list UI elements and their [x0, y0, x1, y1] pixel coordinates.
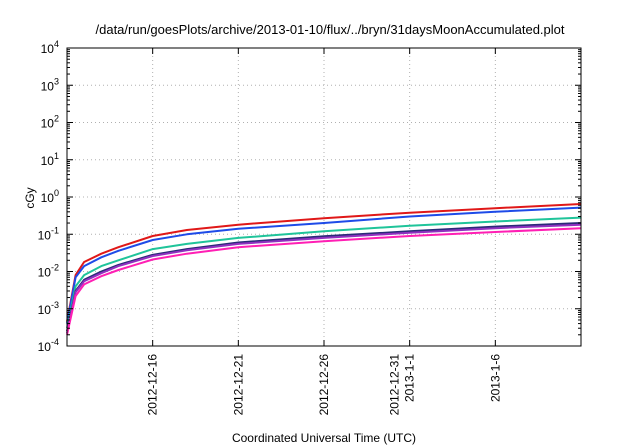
- x-tick-label: 2013-1-1: [403, 354, 417, 402]
- y-tick-label: 103: [41, 76, 59, 93]
- y-tick-label: 10-1: [38, 225, 59, 242]
- y-tick-label: 10-3: [38, 300, 59, 317]
- x-axis-label: Coordinated Universal Time (UTC): [232, 431, 416, 445]
- series-line-1: [66, 203, 582, 322]
- y-axis-label: cGy: [23, 187, 37, 208]
- series-line-6: [66, 227, 582, 336]
- series-line-5: [66, 223, 582, 334]
- series-group: [66, 203, 582, 336]
- y-tick-label: 102: [41, 114, 59, 131]
- chart-title: /data/run/goesPlots/archive/2013-01-10/f…: [96, 22, 565, 37]
- x-tick-label: 2012-12-21: [231, 354, 245, 416]
- y-tick-label: 100: [41, 188, 59, 205]
- x-tick-label: 2013-1-6: [488, 354, 502, 402]
- series-line-2: [66, 206, 582, 324]
- x-axis: 2012-12-16 2012-12-21 2012-12-26 2012-12-31…: [146, 48, 502, 416]
- grid: [67, 48, 581, 346]
- y-tick-label: 10-4: [38, 337, 59, 354]
- x-tick-label: 2012-12-31: [388, 354, 402, 416]
- y-tick-label: 101: [41, 151, 59, 168]
- series-line-3: [66, 216, 582, 329]
- y-tick-label: 10-2: [38, 263, 59, 280]
- y-tick-label: 104: [41, 39, 59, 56]
- y-axis: 10-4 10-3 10-2 10-1 100 101 102 103 104: [38, 39, 581, 354]
- x-tick-label: 2012-12-26: [317, 354, 331, 416]
- x-tick-label: 2012-12-16: [146, 354, 160, 416]
